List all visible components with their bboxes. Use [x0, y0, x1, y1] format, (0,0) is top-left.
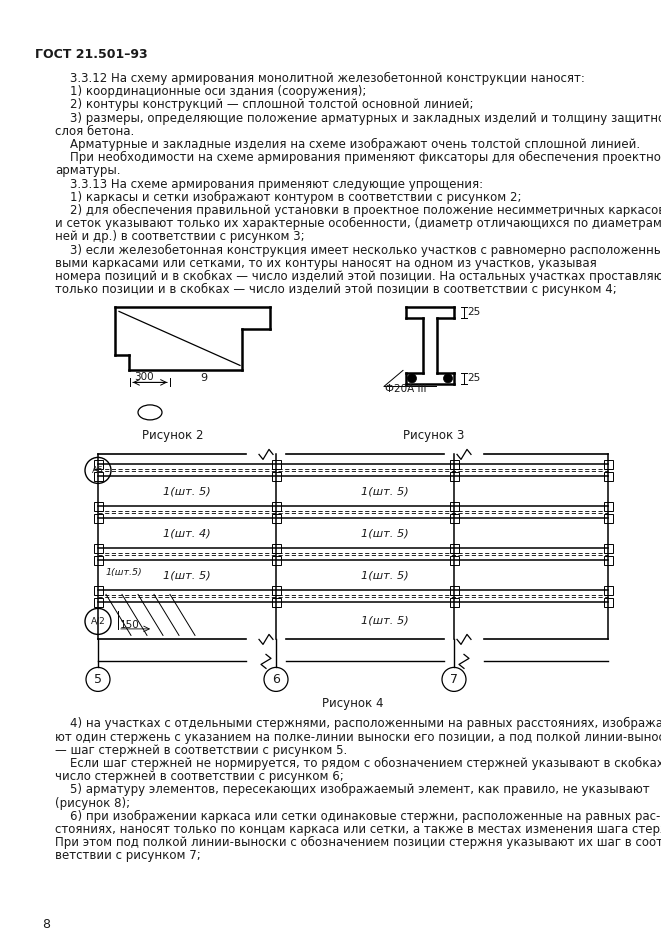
- Text: стояниях, наносят только по концам каркаса или сетки, а также в местах изменения: стояниях, наносят только по концам карка…: [55, 823, 661, 836]
- Text: (рисунок 8);: (рисунок 8);: [55, 797, 130, 810]
- Text: Рисунок 2: Рисунок 2: [142, 430, 204, 443]
- Bar: [604, 598, 613, 607]
- Text: 1(шт.5): 1(шт.5): [106, 568, 143, 577]
- Bar: [272, 586, 281, 595]
- Text: 1(шт. 5): 1(шт. 5): [163, 487, 211, 496]
- Bar: [604, 586, 613, 595]
- Bar: [94, 503, 103, 511]
- Text: 300: 300: [134, 373, 153, 383]
- Bar: [450, 461, 459, 469]
- Text: 3) размеры, определяющие положение арматурных и закладных изделий и толщину защи: 3) размеры, определяющие положение армат…: [55, 111, 661, 124]
- Bar: [272, 461, 281, 469]
- Bar: [450, 515, 459, 523]
- Text: 6) при изображении каркаса или сетки одинаковые стержни, расположенные на равных: 6) при изображении каркаса или сетки оди…: [55, 810, 660, 823]
- Text: 4) на участках с отдельными стержнями, расположенными на равных расстояниях, изо: 4) на участках с отдельными стержнями, р…: [55, 717, 661, 730]
- Text: номера позиций и в скобках — число изделий этой позиции. На остальных участках п: номера позиций и в скобках — число издел…: [55, 270, 661, 283]
- Bar: [450, 503, 459, 511]
- Text: 5: 5: [94, 673, 102, 686]
- Text: слоя бетона.: слоя бетона.: [55, 124, 134, 138]
- Text: 3) если железобетонная конструкция имеет несколько участков с равномерно располо: 3) если железобетонная конструкция имеет…: [55, 243, 661, 256]
- Text: 9: 9: [200, 373, 207, 384]
- Text: и сеток указывают только их характерные особенности, (диаметр отличающихся по ди: и сеток указывают только их характерные …: [55, 217, 661, 230]
- Bar: [272, 515, 281, 523]
- Text: Рисунок 4: Рисунок 4: [323, 697, 384, 710]
- Text: ют один стержень с указанием на полке-линии выноски его позиции, а под полкой ли: ют один стержень с указанием на полке-ли…: [55, 731, 661, 743]
- Bar: [450, 598, 459, 607]
- Bar: [450, 545, 459, 553]
- Text: 150: 150: [120, 620, 139, 630]
- Bar: [604, 473, 613, 481]
- Text: 6: 6: [272, 673, 280, 686]
- Text: Ф20А III: Ф20А III: [385, 385, 426, 394]
- Bar: [94, 461, 103, 469]
- Text: Аб: Аб: [92, 466, 104, 475]
- Text: 25: 25: [467, 307, 481, 317]
- Text: только позиции и в скобках — число изделий этой позиции в соответствии с рисунко: только позиции и в скобках — число издел…: [55, 284, 617, 297]
- Text: 8: 8: [42, 918, 50, 931]
- Text: 2) контуры конструкций — сплошной толстой основной линией;: 2) контуры конструкций — сплошной толсто…: [55, 98, 473, 111]
- Bar: [94, 515, 103, 523]
- Text: При необходимости на схеме армирования применяют фиксаторы для обеспечения проек: При необходимости на схеме армирования п…: [55, 152, 661, 165]
- Bar: [94, 545, 103, 553]
- Text: 1(шт. 5): 1(шт. 5): [361, 529, 409, 538]
- Text: Рисунок 3: Рисунок 3: [403, 430, 465, 443]
- Text: ветствии с рисунком 7;: ветствии с рисунком 7;: [55, 849, 201, 862]
- Bar: [94, 598, 103, 607]
- Text: 25: 25: [467, 373, 481, 384]
- Text: 3.3.13 На схеме армирования применяют следующие упрощения:: 3.3.13 На схеме армирования применяют сл…: [55, 178, 483, 191]
- Bar: [604, 461, 613, 469]
- Text: ГОСТ 21.501–93: ГОСТ 21.501–93: [35, 48, 147, 61]
- Bar: [94, 556, 103, 565]
- Text: 1(шт. 5): 1(шт. 5): [163, 570, 211, 580]
- Bar: [604, 545, 613, 553]
- Text: 1(шт. 5): 1(шт. 5): [361, 616, 409, 626]
- Bar: [604, 556, 613, 565]
- Text: 7: 7: [450, 673, 458, 686]
- Text: Арматурные и закладные изделия на схеме изображают очень толстой сплошной линией: Арматурные и закладные изделия на схеме …: [55, 138, 640, 151]
- Bar: [272, 556, 281, 565]
- Bar: [94, 586, 103, 595]
- Text: — шаг стержней в соответствии с рисунком 5.: — шаг стержней в соответствии с рисунком…: [55, 744, 347, 757]
- Text: 5) арматуру элементов, пересекающих изображаемый элемент, как правило, не указыв: 5) арматуру элементов, пересекающих изоб…: [55, 783, 650, 797]
- Bar: [94, 473, 103, 481]
- Text: 1) каркасы и сетки изображают контуром в соответствии с рисунком 2;: 1) каркасы и сетки изображают контуром в…: [55, 191, 522, 204]
- Text: 3.3.12 На схему армирования монолитной железобетонной конструкции наносят:: 3.3.12 На схему армирования монолитной ж…: [55, 72, 585, 85]
- Bar: [272, 473, 281, 481]
- Bar: [272, 503, 281, 511]
- Text: При этом под полкой линии-выноски с обозначением позиции стержня указывают их ша: При этом под полкой линии-выноски с обоз…: [55, 836, 661, 849]
- Bar: [450, 473, 459, 481]
- Circle shape: [407, 373, 416, 383]
- Text: ней и др.) в соответствии с рисунком 3;: ней и др.) в соответствии с рисунком 3;: [55, 230, 305, 243]
- Bar: [604, 515, 613, 523]
- Text: Если шаг стержней не нормируется, то рядом с обозначением стержней указывают в с: Если шаг стержней не нормируется, то ряд…: [55, 757, 661, 770]
- Text: 1) координационные оси здания (сооружения);: 1) координационные оси здания (сооружени…: [55, 85, 366, 98]
- Bar: [272, 598, 281, 607]
- Circle shape: [444, 373, 453, 383]
- Text: выми каркасами или сетками, то их контуры наносят на одном из участков, указывая: выми каркасами или сетками, то их контур…: [55, 256, 597, 270]
- Bar: [450, 586, 459, 595]
- Text: число стержней в соответствии с рисунком 6;: число стержней в соответствии с рисунком…: [55, 770, 344, 783]
- Text: А/2: А/2: [91, 617, 105, 626]
- Text: 1(шт. 4): 1(шт. 4): [163, 529, 211, 538]
- Bar: [450, 556, 459, 565]
- Bar: [604, 503, 613, 511]
- Text: 2) для обеспечения правильной установки в проектное положение несимметричных кар: 2) для обеспечения правильной установки …: [55, 204, 661, 217]
- Bar: [272, 545, 281, 553]
- Text: арматуры.: арматуры.: [55, 165, 120, 178]
- Text: 1(шт. 5): 1(шт. 5): [361, 570, 409, 580]
- Text: 1(шт. 5): 1(шт. 5): [361, 487, 409, 496]
